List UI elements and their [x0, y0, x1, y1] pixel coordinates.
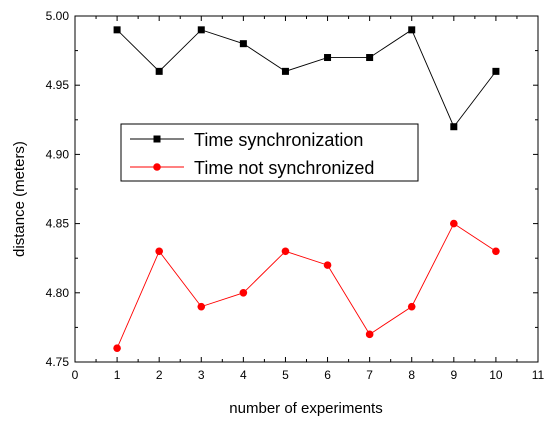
data-point-not-sync — [155, 247, 163, 256]
data-point-sync — [197, 26, 205, 34]
y-tick-label: 4.75 — [46, 355, 70, 369]
data-point-not-sync — [113, 344, 121, 352]
series-group — [113, 26, 500, 352]
y-tick-label: 4.80 — [46, 286, 70, 300]
data-point-not-sync — [365, 330, 374, 339]
y-axis-label: distance (meters) — [11, 141, 28, 257]
data-point-not-sync — [197, 302, 206, 311]
y-tick-label: 5.00 — [46, 9, 70, 23]
x-tick-label: 1 — [114, 368, 121, 382]
x-tick-label: 9 — [450, 368, 457, 382]
data-point-not-sync — [407, 302, 416, 311]
legend-marker-circle — [153, 163, 161, 171]
series-line-1 — [116, 222, 497, 349]
x-tick-label: 10 — [489, 368, 503, 382]
data-point-sync — [113, 26, 121, 34]
x-tick-label: 3 — [198, 368, 205, 382]
data-point-sync — [324, 54, 332, 62]
data-point-not-sync — [492, 247, 500, 256]
x-tick-label: 5 — [282, 368, 289, 382]
legend-marker-square — [153, 135, 161, 143]
legend-label-time-synchronization: Time synchronization — [194, 130, 363, 150]
y-tick-label: 4.85 — [46, 217, 70, 231]
y-tick-label: 4.90 — [46, 147, 70, 161]
x-tick-label: 2 — [156, 368, 163, 382]
data-point-sync — [281, 67, 289, 75]
data-point-not-sync — [323, 261, 332, 269]
plot-frame — [74, 15, 539, 363]
x-tick-label: 8 — [408, 368, 415, 382]
data-point-sync — [366, 54, 374, 62]
data-point-not-sync — [450, 219, 458, 228]
data-point-sync — [492, 67, 500, 75]
x-axis-label: number of experiments — [229, 400, 382, 417]
legend-box — [120, 123, 419, 182]
x-tick-label: 0 — [72, 368, 79, 382]
data-point-sync — [239, 40, 247, 48]
y-tick-label: 4.95 — [46, 78, 70, 92]
data-point-sync — [155, 67, 163, 75]
data-point-sync — [408, 26, 416, 34]
x-tick-label: 11 — [532, 368, 545, 382]
x-tick-label: 6 — [324, 368, 331, 382]
data-point-sync — [450, 123, 458, 131]
legend: Time synchronization Time not synchroniz… — [120, 123, 419, 182]
legend-label-time-not-synchronized: Time not synchronized — [194, 158, 374, 178]
x-tick-label: 4 — [240, 368, 247, 382]
x-tick-label: 7 — [366, 368, 373, 382]
series-line-0 — [116, 29, 497, 128]
data-point-not-sync — [239, 289, 248, 297]
axis-ticks: 0 1 2 3 4 5 6 7 8 9 10 11 4.75 4.80 4.85 4.90 4.95 5.00 — [46, 9, 545, 382]
data-point-not-sync — [281, 247, 290, 256]
